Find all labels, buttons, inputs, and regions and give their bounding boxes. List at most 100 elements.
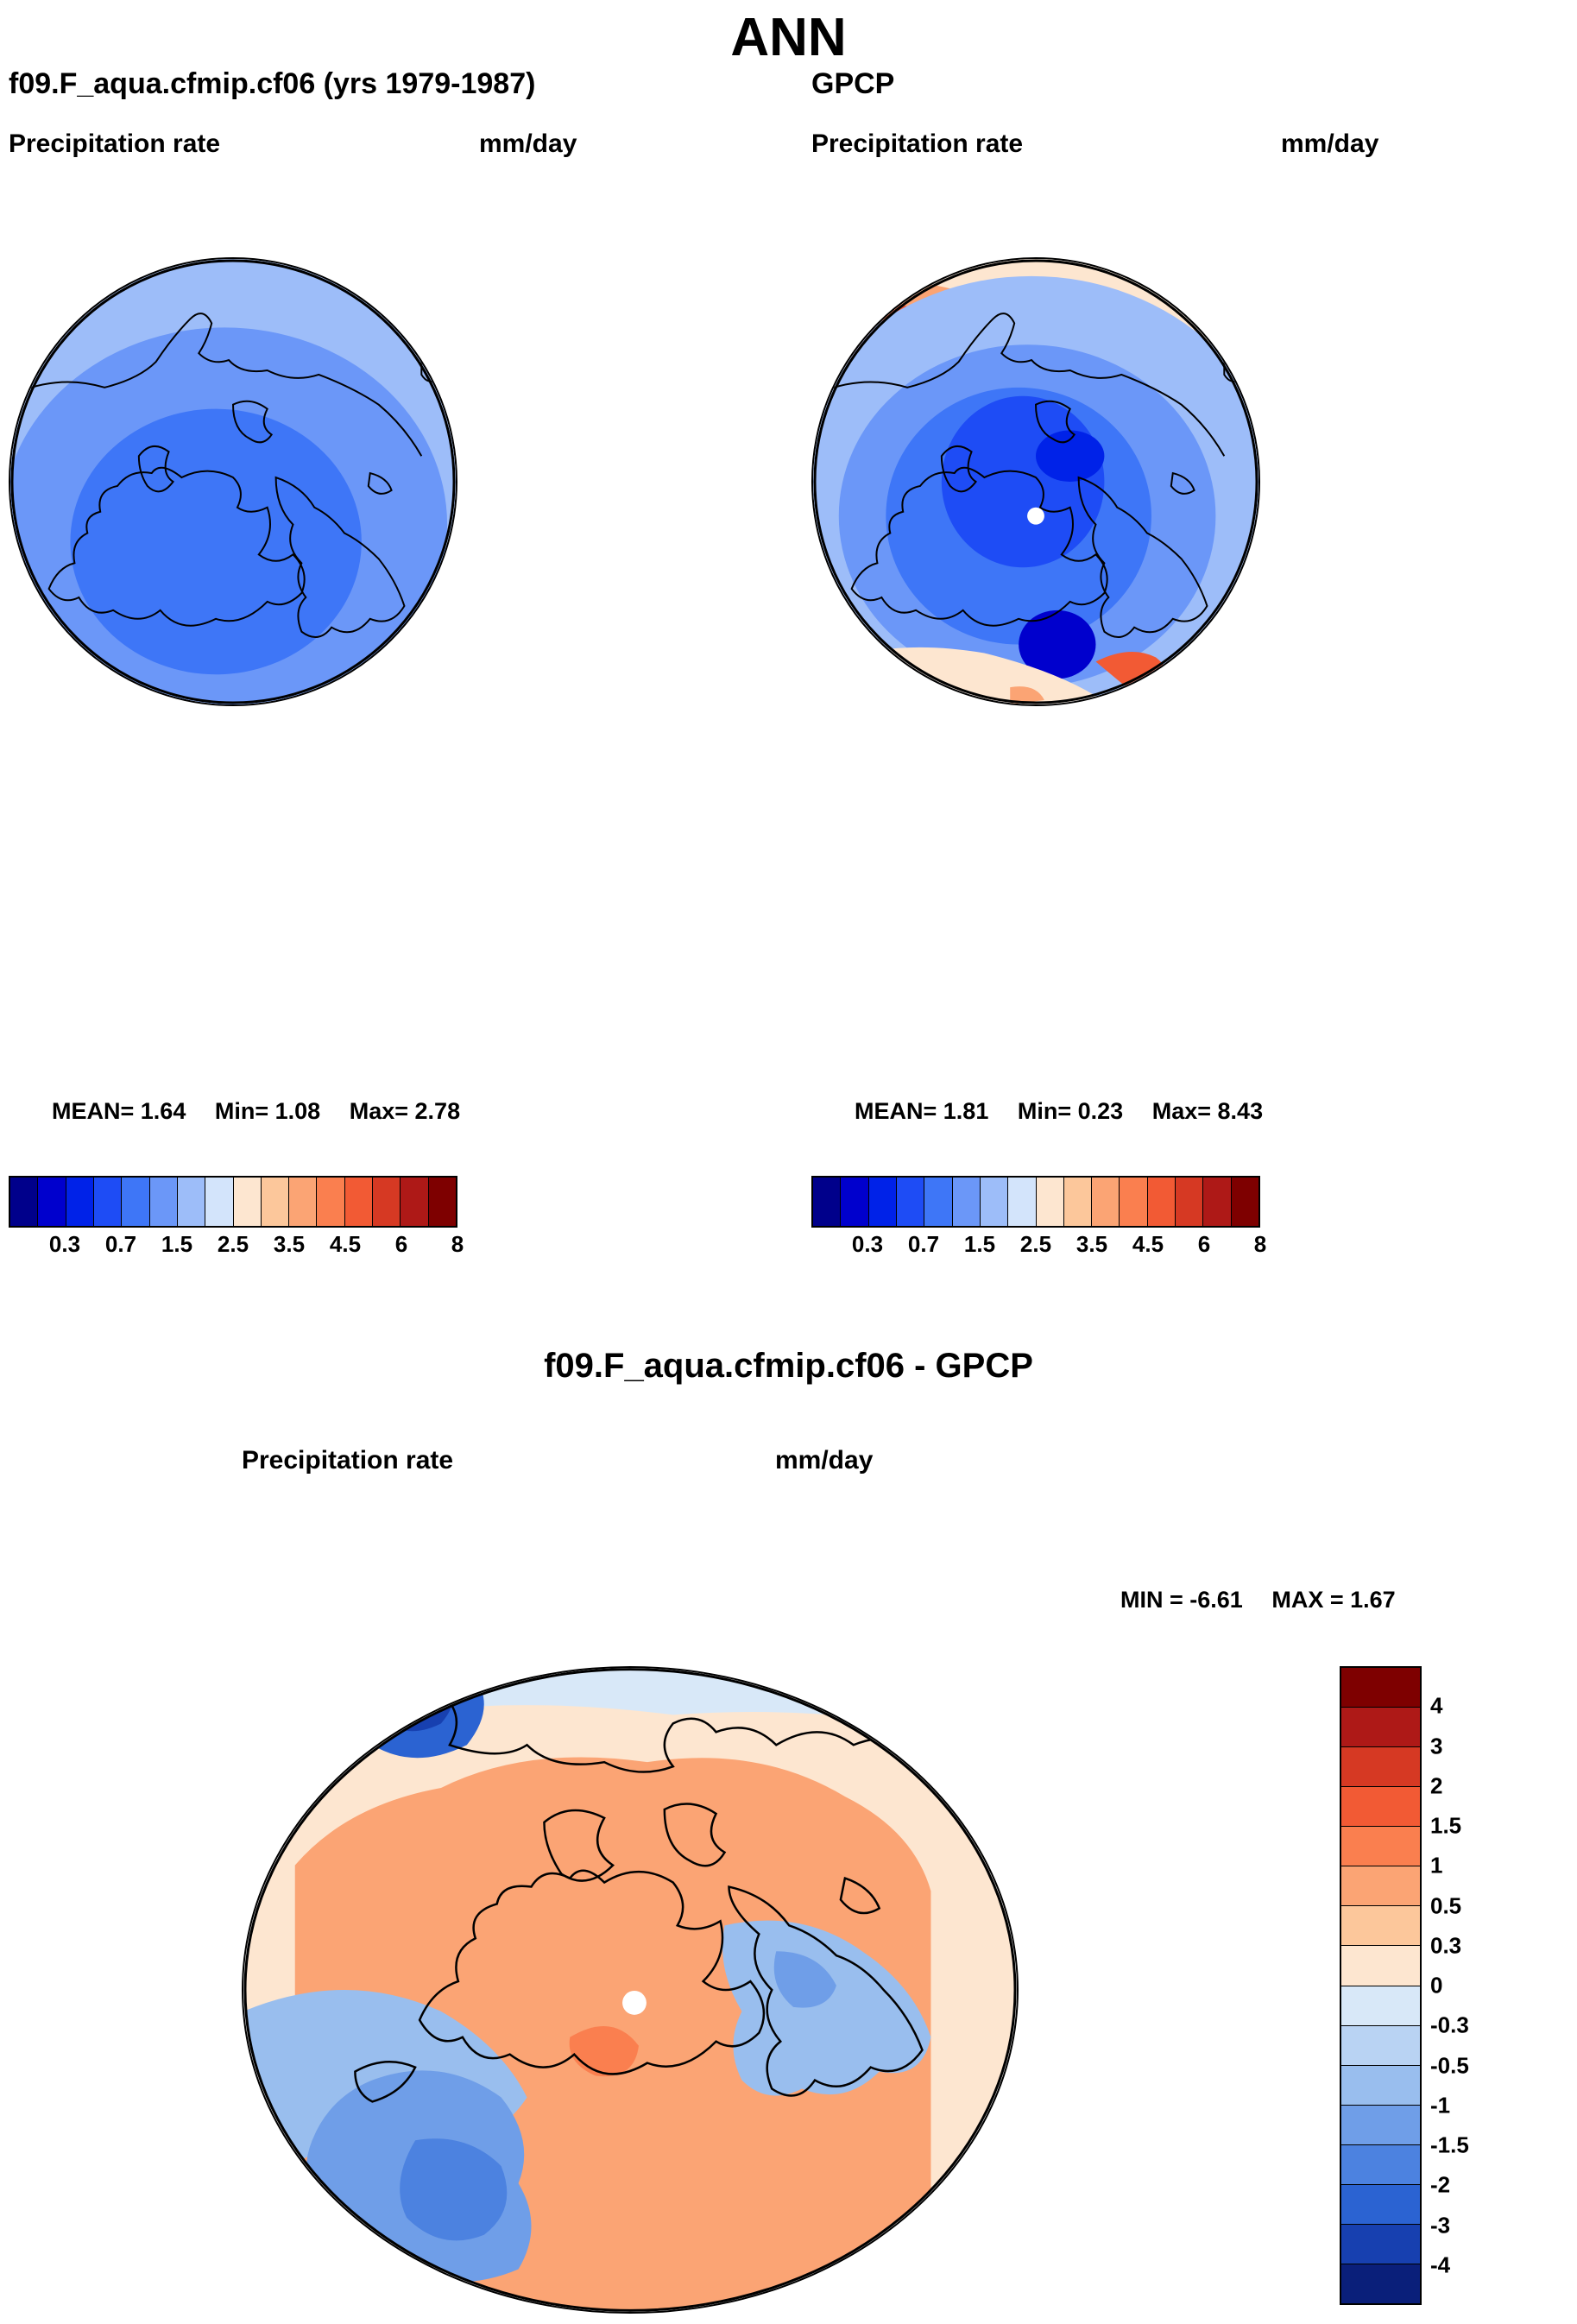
diff-min-label: MIN = [1120,1587,1183,1613]
colorbar-tick-label: 4.5 [1132,1231,1164,1258]
right-min-label: Min= [1018,1098,1071,1124]
diff-colorbar-tick-label: 4 [1430,1693,1442,1720]
diff-var-label: Precipitation rate [242,1446,453,1475]
colorbar-swatch [94,1178,122,1226]
diff-colorbar-swatch [1341,1906,1420,1946]
colorbar-swatch [897,1178,924,1226]
main-title: ANN [0,7,1577,68]
colorbar-swatch [1037,1178,1064,1226]
diff-colorbar-swatch [1341,2066,1420,2106]
diff-colorbar-tick-label: 2 [1430,1772,1442,1799]
right-max-value: 8.43 [1218,1098,1264,1124]
colorbar-swatch [10,1178,38,1226]
colorbar-swatch [869,1178,897,1226]
colorbar-swatch [1232,1178,1258,1226]
diff-colorbar-tick-label: -1.5 [1430,2132,1469,2159]
right-subtitle: GPCP [811,67,894,101]
diff-colorbar-swatch [1341,1866,1420,1906]
left-colorbar[interactable]: 0.3 0.7 1.5 2.5 3.5 4.5 6 8 [9,1176,457,1271]
colorbar-tick-label: 8 [451,1231,464,1258]
diff-max-value: 1.67 [1350,1587,1396,1613]
colorbar-swatch [262,1178,289,1226]
colorbar-tick-label: 2.5 [218,1231,249,1258]
diff-colorbar-swatch [1341,2145,1420,2185]
colorbar-tick-label: 4.5 [330,1231,361,1258]
diff-colorbar-swatch [1341,2106,1420,2145]
diff-colorbar-tick-label: -4 [1430,2251,1450,2278]
diff-min-value: -6.61 [1189,1587,1243,1613]
colorbar-swatch [150,1178,178,1226]
right-stats: MEAN= 1.81 Min= 0.23 Max= 8.43 [855,1098,1577,1125]
diff-colorbar-swatch [1341,1668,1420,1708]
diff-colorbar-tick-label: 3 [1430,1733,1442,1759]
colorbar-swatch [1008,1178,1036,1226]
colorbar-tick-label: 6 [395,1231,407,1258]
colorbar-swatch [813,1178,841,1226]
diff-polar-map [242,1666,1019,2314]
diff-colorbar[interactable]: 4 3 2 1.5 1 0.5 0.3 0 -0.3 -0.5 -1 -1.5 -2 -3 -4 [1340,1666,1555,2305]
colorbar-swatch [122,1178,149,1226]
colorbar-swatch [1176,1178,1203,1226]
colorbar-swatch [345,1178,373,1226]
left-min-value: 1.08 [275,1098,321,1124]
diff-colorbar-swatch [1341,2026,1420,2066]
diff-title: f09.F_aqua.cfmip.cf06 - GPCP [0,1347,1577,1386]
left-subtitle: f09.F_aqua.cfmip.cf06 (yrs 1979-1987) [9,67,535,101]
colorbar-swatch [234,1178,262,1226]
diff-colorbar-swatch [1341,1708,1420,1747]
colorbar-tick-label: 3.5 [1076,1231,1107,1258]
diff-units-label: mm/day [775,1446,873,1475]
diff-colorbar-swatch [1341,1946,1420,1986]
colorbar-tick-label: 1.5 [161,1231,192,1258]
left-polar-map [9,257,457,706]
left-var-label: Precipitation rate [9,129,220,159]
left-mean-value: 1.64 [141,1098,186,1124]
colorbar-swatch [317,1178,344,1226]
colorbar-swatch [1120,1178,1147,1226]
diff-colorbar-tick-label: -0.5 [1430,2052,1469,2079]
colorbar-swatch [1092,1178,1120,1226]
diff-colorbar-tick-label: 0.5 [1430,1892,1461,1919]
diff-colorbar-swatch [1341,1827,1420,1866]
colorbar-swatch [841,1178,868,1226]
colorbar-swatch [924,1178,952,1226]
colorbar-swatch [178,1178,205,1226]
diff-colorbar-tick-label: -0.3 [1430,2012,1469,2039]
colorbar-swatch [429,1178,456,1226]
right-colorbar[interactable]: 0.3 0.7 1.5 2.5 3.5 4.5 6 8 [811,1176,1260,1271]
colorbar-swatch [289,1178,317,1226]
diff-stats: MIN = -6.61 MAX = 1.67 [1120,1587,1418,1614]
colorbar-swatch [1064,1178,1092,1226]
diff-colorbar-tick-label: -3 [1430,2212,1450,2239]
colorbar-tick-label: 2.5 [1020,1231,1051,1258]
diff-colorbar-tick-label: 1 [1430,1853,1442,1879]
diff-colorbar-tick-label: 0 [1430,1973,1442,1999]
diff-colorbar-tick-label: 0.3 [1430,1932,1461,1959]
left-max-value: 2.78 [415,1098,461,1124]
right-polar-map [811,257,1260,706]
colorbar-swatch [1148,1178,1176,1226]
right-units-label: mm/day [1281,129,1378,159]
left-mean-label: MEAN= [52,1098,134,1124]
colorbar-tick-label: 0.7 [105,1231,136,1258]
colorbar-tick-label: 0.3 [49,1231,80,1258]
diff-colorbar-tick-label: -1 [1430,2092,1450,2119]
right-mean-label: MEAN= [855,1098,937,1124]
colorbar-swatch [1203,1178,1231,1226]
right-min-value: 0.23 [1078,1098,1124,1124]
colorbar-swatch [66,1178,94,1226]
colorbar-swatch [205,1178,233,1226]
colorbar-tick-label: 0.3 [852,1231,883,1258]
diff-colorbar-tick-label: -2 [1430,2172,1450,2199]
colorbar-tick-label: 6 [1198,1231,1210,1258]
left-max-label: Max= [350,1098,408,1124]
diff-colorbar-swatch [1341,1787,1420,1827]
diff-colorbar-swatch [1341,2225,1420,2264]
diff-colorbar-swatch [1341,1986,1420,2026]
right-max-label: Max= [1152,1098,1211,1124]
colorbar-swatch [953,1178,981,1226]
diff-max-label: MAX = [1271,1587,1343,1613]
diff-colorbar-swatch [1341,2185,1420,2225]
diff-colorbar-swatch [1341,1747,1420,1787]
left-min-label: Min= [215,1098,268,1124]
